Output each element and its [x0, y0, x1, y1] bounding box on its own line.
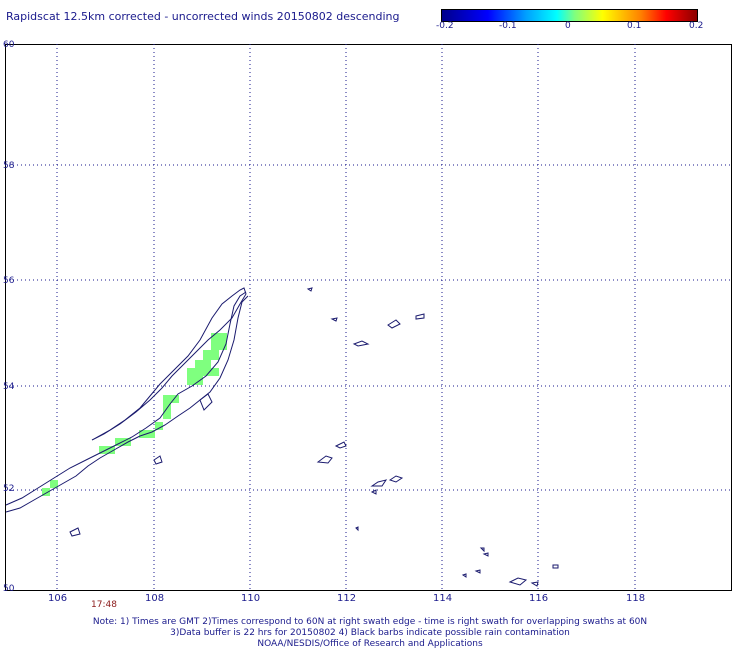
- lon-label: 118: [626, 593, 646, 604]
- note-line: 3)Data buffer is 22 hrs for 20150802 4) …: [170, 628, 570, 638]
- graticule: [5, 44, 732, 591]
- coastlines: [5, 287, 559, 587]
- lat-label: 60: [3, 40, 15, 50]
- lon-label: 106: [48, 593, 68, 604]
- lat-label: 50: [3, 584, 15, 594]
- lat-label: 56: [3, 276, 15, 286]
- colorbar: [441, 9, 698, 22]
- swath-time-label: 17:48: [91, 600, 117, 610]
- lat-label: 58: [3, 161, 15, 171]
- colorbar-label: 0: [565, 21, 571, 31]
- map-title: Rapidscat 12.5km corrected - uncorrected…: [6, 10, 400, 23]
- lon-label: 110: [241, 593, 261, 604]
- note-line: Note: 1) Times are GMT 2)Times correspon…: [92, 617, 648, 627]
- colorbar-label: 0.1: [627, 21, 642, 31]
- lon-label: 112: [337, 593, 357, 604]
- lon-label: 114: [433, 593, 453, 604]
- lon-label: 108: [145, 593, 165, 604]
- credit-line: NOAA/NESDIS/Office of Research and Appli…: [257, 639, 483, 649]
- colorbar-label: -0.1: [499, 21, 517, 31]
- colorbar-label: -0.2: [436, 21, 454, 31]
- lon-label: 116: [529, 593, 549, 604]
- lat-label: 52: [3, 484, 15, 494]
- colorbar-label: 0.2: [689, 21, 704, 31]
- lat-label: 54: [3, 382, 15, 392]
- wind-data-cells: [42, 333, 227, 496]
- map-plot-area: [5, 44, 732, 591]
